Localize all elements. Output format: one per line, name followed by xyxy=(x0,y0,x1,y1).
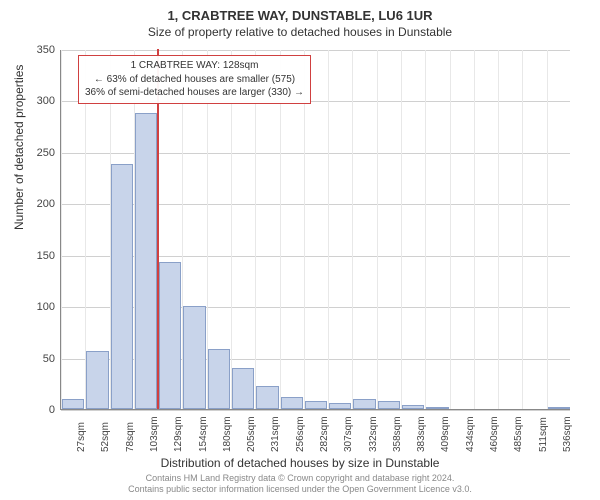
ytick-label: 250 xyxy=(25,147,55,159)
histogram-bar xyxy=(402,405,424,409)
xtick-label: 358sqm xyxy=(392,416,403,452)
xtick-label: 154sqm xyxy=(198,416,209,452)
ytick-label: 200 xyxy=(25,198,55,210)
gridline-v xyxy=(547,50,548,409)
gridline-v xyxy=(377,50,378,409)
footer-line2: Contains public sector information licen… xyxy=(128,484,472,494)
ytick-label: 150 xyxy=(25,250,55,262)
histogram-bar xyxy=(208,349,230,409)
xtick-label: 282sqm xyxy=(319,416,330,452)
xtick-label: 383sqm xyxy=(416,416,427,452)
xtick-label: 511sqm xyxy=(538,417,549,452)
xtick-label: 27sqm xyxy=(76,422,87,452)
ytick-label: 50 xyxy=(25,353,55,365)
annotation-line3: 36% of semi-detached houses are larger (… xyxy=(85,87,304,98)
footer-line1: Contains HM Land Registry data © Crown c… xyxy=(146,473,455,483)
histogram-bar xyxy=(111,164,133,409)
gridline-v xyxy=(61,50,62,409)
xtick-label: 129sqm xyxy=(173,416,184,452)
histogram-bar xyxy=(183,306,205,409)
histogram-bar xyxy=(378,401,400,409)
xtick-label: 78sqm xyxy=(125,422,136,452)
histogram-bar xyxy=(135,113,157,409)
ytick-label: 350 xyxy=(25,44,55,56)
histogram-bar xyxy=(281,397,303,409)
chart-footer: Contains HM Land Registry data © Crown c… xyxy=(0,473,600,496)
gridline-h xyxy=(61,410,570,411)
gridline-h xyxy=(61,50,570,51)
xtick-label: 307sqm xyxy=(343,416,354,452)
histogram-bar xyxy=(62,399,84,409)
xtick-label: 485sqm xyxy=(513,416,524,452)
xtick-label: 434sqm xyxy=(465,416,476,452)
histogram-bar xyxy=(426,407,448,409)
xtick-label: 205sqm xyxy=(246,416,257,452)
ytick-label: 100 xyxy=(25,301,55,313)
gridline-v xyxy=(425,50,426,409)
gridline-v xyxy=(280,50,281,409)
gridline-v xyxy=(450,50,451,409)
gridline-v xyxy=(498,50,499,409)
histogram-bar xyxy=(305,401,327,409)
xaxis-title: Distribution of detached houses by size … xyxy=(0,456,600,470)
annotation-line2: ← 63% of detached houses are smaller (57… xyxy=(94,74,295,85)
histogram-bar xyxy=(232,368,254,409)
ytick-label: 300 xyxy=(25,95,55,107)
annotation-box: 1 CRABTREE WAY: 128sqm ← 63% of detached … xyxy=(78,55,311,104)
xtick-label: 103sqm xyxy=(149,416,160,452)
gridline-v xyxy=(255,50,256,409)
gridline-v xyxy=(522,50,523,409)
xtick-label: 256sqm xyxy=(295,416,306,452)
histogram-bar xyxy=(86,351,108,409)
gridline-v xyxy=(352,50,353,409)
gridline-v xyxy=(474,50,475,409)
gridline-v xyxy=(231,50,232,409)
gridline-v xyxy=(401,50,402,409)
histogram-bar xyxy=(353,399,375,409)
histogram-bar xyxy=(256,386,278,409)
xtick-label: 180sqm xyxy=(222,416,233,452)
gridline-v xyxy=(328,50,329,409)
xtick-label: 409sqm xyxy=(440,416,451,452)
xtick-label: 332sqm xyxy=(368,416,379,452)
plot-area xyxy=(60,50,570,410)
xtick-label: 536sqm xyxy=(562,416,573,452)
chart-title-sub: Size of property relative to detached ho… xyxy=(0,23,600,39)
yaxis-title: Number of detached properties xyxy=(12,65,26,230)
xtick-label: 52sqm xyxy=(100,422,111,452)
xtick-label: 231sqm xyxy=(270,416,281,452)
ytick-label: 0 xyxy=(25,404,55,416)
chart-title-main: 1, CRABTREE WAY, DUNSTABLE, LU6 1UR xyxy=(0,0,600,23)
chart-container: 1, CRABTREE WAY, DUNSTABLE, LU6 1UR Size… xyxy=(0,0,600,500)
annotation-line1: 1 CRABTREE WAY: 128sqm xyxy=(131,60,259,71)
xtick-label: 460sqm xyxy=(489,416,500,452)
histogram-bar xyxy=(159,262,181,409)
gridline-v xyxy=(304,50,305,409)
histogram-bar xyxy=(329,403,351,409)
histogram-bar xyxy=(548,407,570,409)
